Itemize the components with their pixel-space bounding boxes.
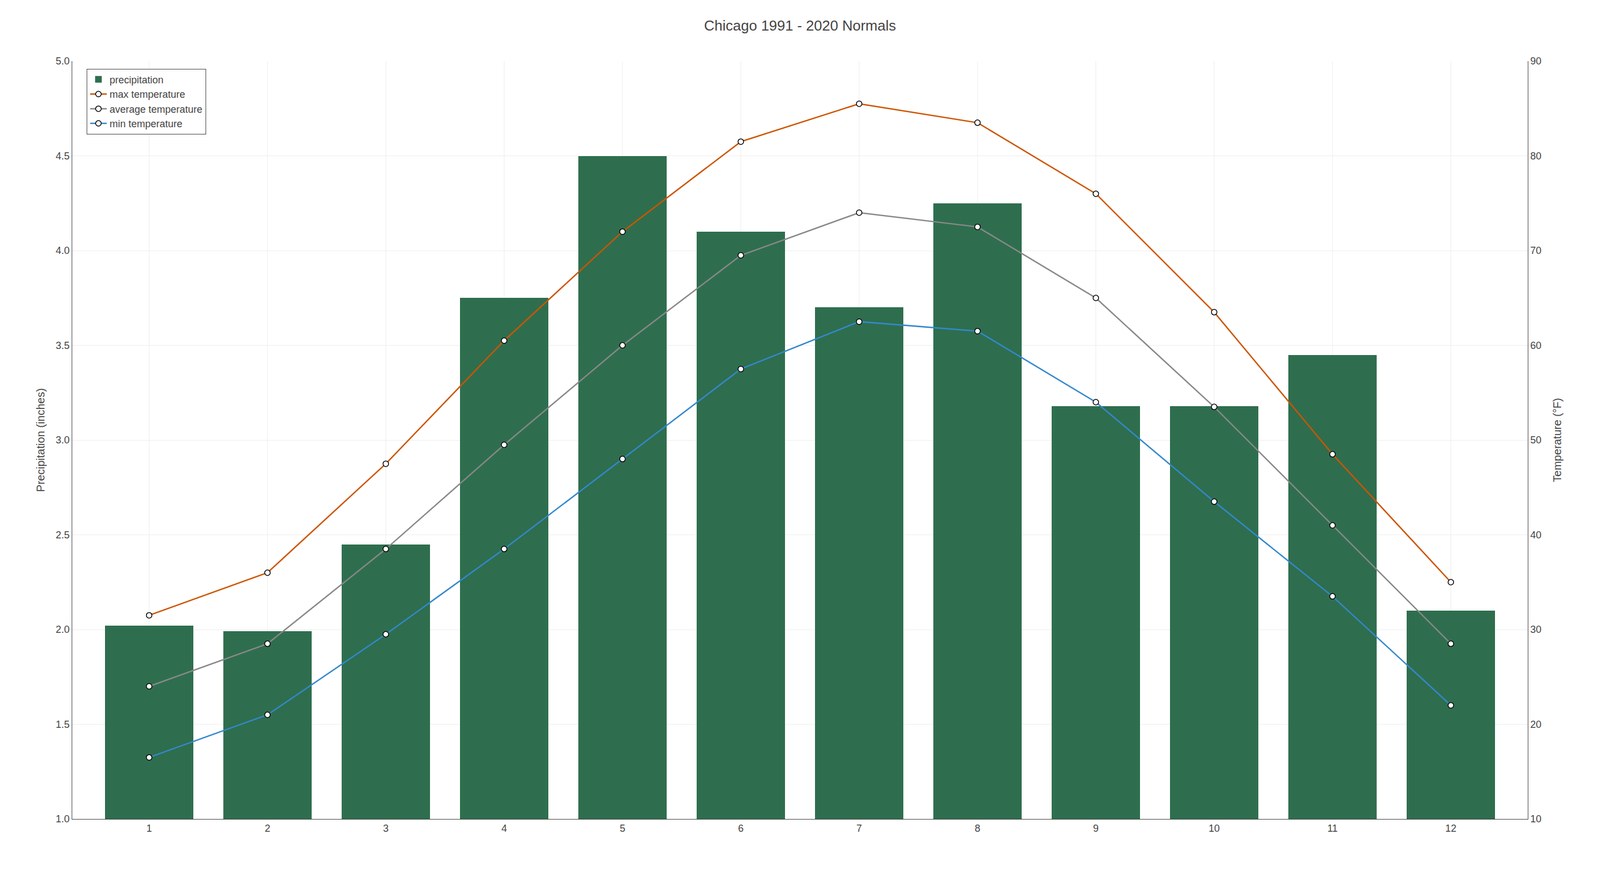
svg-text:5.0: 5.0	[55, 55, 70, 67]
svg-text:60: 60	[1530, 340, 1542, 352]
svg-text:9: 9	[1093, 822, 1099, 834]
svg-text:4.5: 4.5	[55, 150, 70, 162]
svg-text:30: 30	[1530, 623, 1542, 635]
svg-text:2.0: 2.0	[55, 623, 70, 635]
svg-text:max temperature: max temperature	[109, 88, 185, 100]
svg-text:90: 90	[1530, 55, 1542, 67]
svg-text:4.0: 4.0	[55, 245, 70, 257]
svg-text:7: 7	[856, 822, 862, 834]
svg-text:70: 70	[1530, 245, 1542, 257]
svg-text:12: 12	[1445, 822, 1457, 834]
svg-text:20: 20	[1530, 718, 1542, 730]
svg-text:precipitation: precipitation	[109, 74, 164, 86]
svg-text:Precipitation (inches): Precipitation (inches)	[34, 388, 47, 493]
svg-text:3.5: 3.5	[55, 340, 70, 352]
svg-text:2.5: 2.5	[55, 529, 70, 541]
svg-text:1.0: 1.0	[55, 813, 70, 825]
svg-text:3: 3	[382, 822, 389, 834]
svg-text:10: 10	[1530, 813, 1542, 825]
svg-text:Chicago 1991 - 2020 Normals: Chicago 1991 - 2020 Normals	[703, 17, 896, 34]
svg-text:11: 11	[1327, 822, 1338, 834]
svg-text:min temperature: min temperature	[109, 118, 183, 130]
svg-text:40: 40	[1530, 529, 1542, 541]
svg-text:3.0: 3.0	[55, 434, 70, 446]
svg-text:10: 10	[1208, 822, 1220, 834]
svg-text:average temperature: average temperature	[109, 103, 203, 115]
svg-text:2: 2	[264, 822, 270, 834]
svg-text:Temperature (°F): Temperature (°F)	[1551, 397, 1564, 482]
svg-text:5: 5	[619, 822, 625, 834]
svg-text:8: 8	[975, 822, 981, 834]
svg-text:6: 6	[737, 822, 744, 834]
svg-text:1: 1	[146, 822, 152, 834]
svg-text:80: 80	[1530, 150, 1542, 162]
svg-text:50: 50	[1530, 434, 1542, 446]
svg-text:1.5: 1.5	[55, 718, 70, 730]
svg-text:4: 4	[501, 822, 507, 834]
